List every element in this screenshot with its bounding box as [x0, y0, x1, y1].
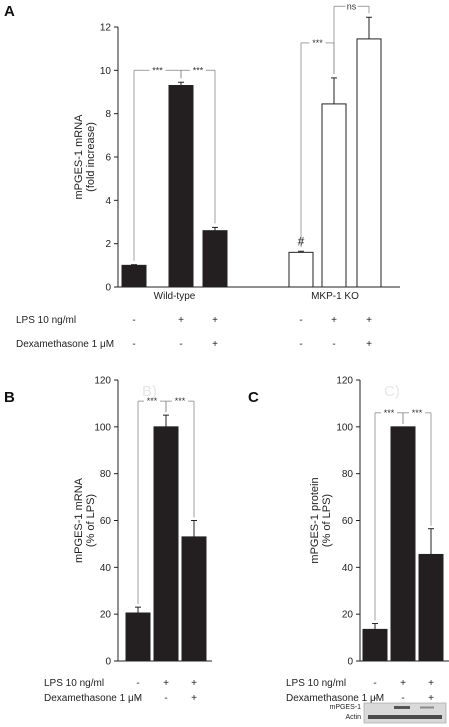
condition-sign: + — [212, 339, 218, 350]
y-tick-label: 4 — [105, 196, 111, 207]
y-tick-label: 40 — [342, 563, 354, 574]
condition-sign: - — [179, 339, 182, 350]
y-axis-label: mPGES-1 protein(% of LPS) — [309, 477, 333, 563]
y-tick-label: 2 — [105, 239, 111, 250]
y-axis-label: mPGES-1 mRNA(% of LPS) — [73, 477, 97, 563]
y-tick-label: 0 — [347, 657, 353, 668]
condition-label: LPS 10 ng/ml — [44, 678, 104, 689]
y-tick-label: 6 — [105, 153, 111, 164]
condition-sign: - — [332, 339, 335, 350]
significance-label: *** — [384, 408, 395, 418]
condition-sign: + — [428, 693, 434, 704]
panel-letter: A — [4, 3, 15, 20]
panel-b: B) 0 20 40 60 80 100 120 mPGES-1 mRNA(% of LPS) B… — [4, 376, 212, 704]
condition-sign: + — [331, 315, 337, 326]
bar — [418, 553, 444, 662]
blot-band — [394, 706, 410, 709]
blot-row-label: mPGES-1 — [329, 704, 361, 711]
y-tick-label: 0 — [105, 283, 111, 294]
blot-row-label: Actin — [345, 714, 361, 721]
y-tick-label: 20 — [100, 610, 112, 621]
condition-label: Dexamethasone 1 μM — [16, 339, 114, 350]
watermark-label: B) — [142, 383, 157, 400]
bar — [202, 230, 228, 288]
significance-label: *** — [152, 65, 163, 75]
panel-c: C) 0 20 40 60 80 100 120 mPGES-1 protein(% of LP… — [248, 376, 449, 724]
condition-label: Dexamethasone 1 μM — [44, 693, 142, 704]
bar — [168, 85, 194, 288]
bar — [356, 38, 382, 288]
y-tick-label: 120 — [94, 376, 111, 387]
bar — [125, 612, 151, 662]
panel-a: 0 2 4 6 8 10 12 mPGES-1 mRNA(fold increase) A Wil… — [4, 1, 400, 350]
bar — [153, 426, 179, 662]
y-axis-label-line: (% of LPS) — [321, 494, 333, 547]
y-axis-label-line: mPGES-1 mRNA — [73, 114, 85, 200]
y-axis-label-line: (% of LPS) — [85, 494, 97, 547]
y-axis-label-line: mPGES-1 mRNA — [73, 477, 85, 563]
significance-label: ns — [347, 1, 357, 11]
significance-label: *** — [412, 408, 423, 418]
panel-letter: B — [4, 389, 15, 406]
condition-sign: + — [163, 678, 169, 689]
y-tick-label: 80 — [100, 469, 112, 480]
panel-letter: C — [248, 389, 259, 406]
y-tick-label: 10 — [100, 66, 112, 77]
bar — [121, 264, 147, 288]
category-label: Wild-type — [154, 291, 196, 302]
y-tick-label: 120 — [336, 376, 353, 387]
y-tick-label: 80 — [342, 469, 354, 480]
y-axis-label-line: (fold increase) — [85, 122, 97, 192]
y-tick-label: 100 — [336, 422, 353, 433]
condition-sign: - — [136, 693, 139, 704]
bar — [390, 426, 416, 662]
bar — [321, 103, 347, 288]
condition-sign: + — [212, 315, 218, 326]
condition-sign: - — [132, 339, 135, 350]
condition-sign: - — [136, 678, 139, 689]
condition-sign: - — [164, 693, 167, 704]
y-axis-label: mPGES-1 mRNA(fold increase) — [73, 114, 97, 200]
category-label: MKP-1 KO — [311, 291, 359, 302]
blot-band — [368, 715, 442, 719]
condition-sign: + — [178, 315, 184, 326]
significance-label: *** — [175, 396, 186, 406]
condition-label: LPS 10 ng/ml — [286, 678, 346, 689]
y-tick-label: 60 — [342, 516, 354, 527]
significance-label: *** — [312, 38, 323, 48]
y-tick-label: 0 — [105, 657, 111, 668]
condition-sign: + — [191, 693, 197, 704]
condition-sign: + — [366, 339, 372, 350]
condition-sign: - — [401, 693, 404, 704]
blot-band — [420, 706, 434, 709]
condition-sign: - — [373, 678, 376, 689]
bar — [181, 536, 207, 662]
y-tick-label: 60 — [100, 516, 112, 527]
condition-sign: + — [428, 678, 434, 689]
y-tick-label: 20 — [342, 610, 354, 621]
condition-label: Dexamethasone 1 μM — [286, 693, 384, 704]
bar — [288, 251, 314, 288]
condition-sign: - — [132, 315, 135, 326]
condition-sign: - — [373, 693, 376, 704]
significance-label: *** — [193, 65, 204, 75]
condition-sign: + — [191, 678, 197, 689]
watermark-label: C) — [384, 383, 400, 400]
bar — [362, 628, 388, 662]
condition-sign: - — [299, 315, 302, 326]
y-tick-label: 100 — [94, 422, 111, 433]
y-axis-label-line: mPGES-1 protein — [309, 477, 321, 563]
condition-sign: - — [299, 339, 302, 350]
y-tick-label: 40 — [100, 563, 112, 574]
condition-sign: + — [366, 315, 372, 326]
significance-label: *** — [147, 396, 158, 406]
y-tick-label: 12 — [100, 23, 112, 34]
condition-sign: + — [400, 678, 406, 689]
y-tick-label: 8 — [105, 109, 111, 120]
condition-label: LPS 10 ng/ml — [16, 315, 76, 326]
